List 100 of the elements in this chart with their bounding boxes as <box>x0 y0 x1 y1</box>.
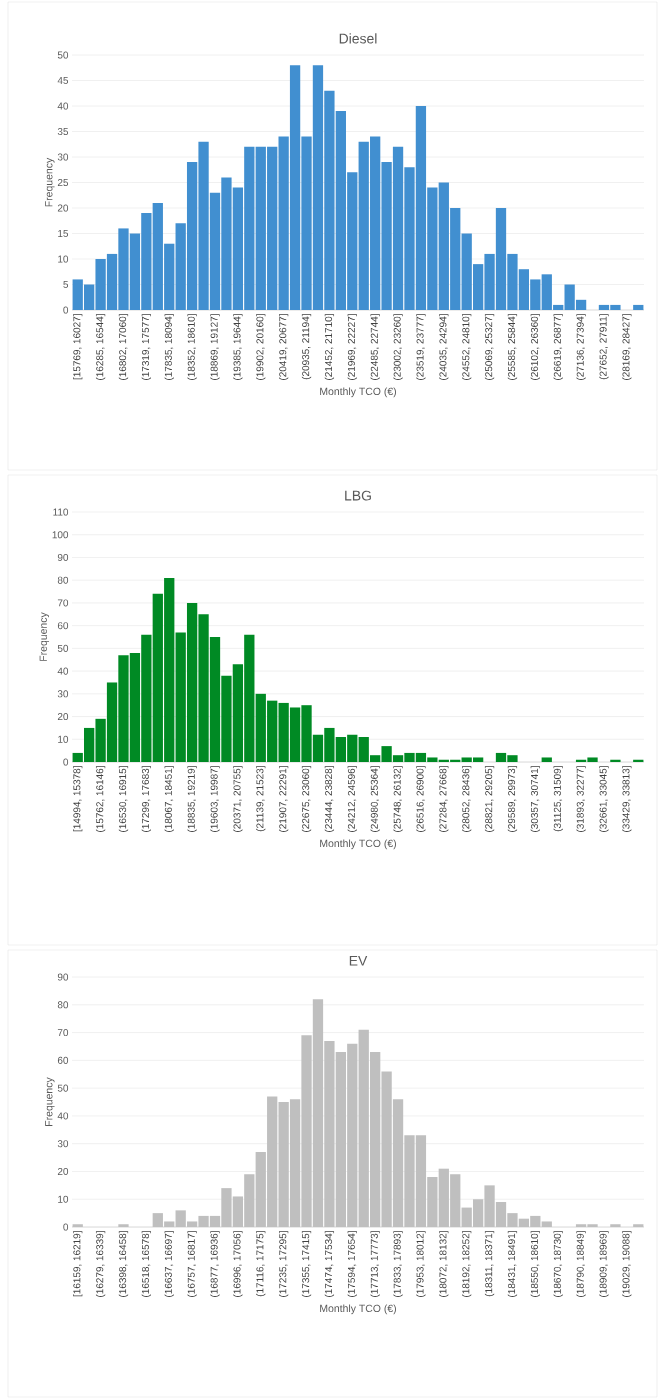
y-tick-label: 30 <box>57 153 69 161</box>
x-tick-label: (20419, 20677] <box>279 314 289 380</box>
x-tick-label: (29589, 29973] <box>507 766 518 832</box>
x-tick-label: (16996, 17056] <box>233 1231 243 1297</box>
y-tick-label: 40 <box>57 667 69 675</box>
x-tick-label: (16757, 16817] <box>187 1231 197 1297</box>
x-tick-label: (24212, 24596] <box>347 766 357 832</box>
x-tick-label: (31125, 31509] <box>553 766 563 832</box>
x-tick-label: (32661, 33045] <box>599 766 609 832</box>
x-tick-label: (16802, 17060] <box>118 314 129 380</box>
y-tick-label: 90 <box>57 553 69 561</box>
chart-title: EV <box>349 955 368 966</box>
x-tick-label: [14994, 15378] <box>73 766 83 832</box>
x-tick-label: (19029, 19088] <box>622 1231 632 1297</box>
y-tick-label: 10 <box>58 1195 69 1203</box>
x-tick-label: (22675, 23060] <box>301 766 312 832</box>
x-tick-label: (21452, 21710] <box>324 314 335 380</box>
x-tick-label: (18790, 18849] <box>576 1231 586 1297</box>
x-tick-label: (17835, 18094] <box>164 314 174 380</box>
x-tick-label: (22485, 22744] <box>370 314 380 380</box>
x-tick-label: (18067, 18451] <box>164 766 174 832</box>
bar <box>633 304 644 311</box>
x-tick-label: (18869, 19127] <box>210 314 220 380</box>
x-tick-label: [16159, 16219] <box>73 1231 83 1297</box>
y-tick-label: 45 <box>57 77 69 84</box>
x-tick-label: (17474, 17534] <box>324 1231 335 1297</box>
y-tick-label: 50 <box>57 51 69 59</box>
y-tick-label: 90 <box>57 973 69 981</box>
x-tick-label: (19603, 19987] <box>210 766 220 832</box>
y-tick-label: 25 <box>57 178 69 187</box>
y-tick-label: 15 <box>58 230 69 237</box>
x-tick-label: (24035, 24294] <box>439 314 449 380</box>
bar <box>610 759 621 763</box>
y-tick-label: 60 <box>57 622 69 630</box>
y-tick-label: 70 <box>57 1029 69 1037</box>
x-tick-label: (26619, 26877] <box>553 314 563 380</box>
x-tick-label: (17713, 17773] <box>370 1231 380 1297</box>
x-tick-label: (17594, 17654] <box>347 1231 357 1297</box>
y-tick-label: 20 <box>57 713 69 721</box>
x-tick-label: (17299, 17683] <box>141 766 151 832</box>
x-tick-label: (26102, 26360] <box>530 314 540 380</box>
x-tick-label: (31893, 32277] <box>576 766 586 832</box>
x-tick-label: (25069, 25327] <box>484 314 495 380</box>
x-tick-label: (25748, 26132] <box>393 766 403 832</box>
x-tick-label: (17319, 17577] <box>141 314 151 380</box>
x-tick-label: (18670, 18730] <box>553 1231 563 1297</box>
y-tick-label: 0 <box>63 1223 69 1231</box>
y-tick-label: 80 <box>57 1001 69 1009</box>
x-tick-label: (27284, 27668] <box>439 766 449 832</box>
y-tick-label: 40 <box>57 1112 69 1120</box>
y-tick-label: 70 <box>57 599 69 607</box>
x-axis-title: Monthly TCO (€) <box>320 387 396 398</box>
y-tick-label: 110 <box>53 508 69 516</box>
y-tick-label: 5 <box>63 281 69 288</box>
x-tick-label: (15762, 16146] <box>95 766 106 832</box>
x-tick-label: (20371, 20755] <box>233 766 243 832</box>
y-tick-label: 30 <box>57 1140 69 1148</box>
x-tick-label: (28052, 28436] <box>462 766 472 832</box>
y-tick-label: 0 <box>63 306 69 314</box>
x-tick-label: (23519, 23777] <box>416 314 426 380</box>
x-tick-label: (18192, 18252] <box>462 1231 472 1297</box>
x-tick-label: (21969, 22227] <box>347 314 357 380</box>
y-tick-label: 40 <box>57 102 69 110</box>
y-tick-label: 20 <box>57 204 69 212</box>
x-tick-label: (17235, 17295] <box>279 1231 289 1297</box>
x-tick-label: (21139, 21523] <box>256 766 266 832</box>
bar <box>541 1221 552 1228</box>
x-tick-label: (16285, 16544] <box>95 314 106 380</box>
x-tick-label: (17833, 17893] <box>393 1231 403 1297</box>
y-axis-title: Frequency <box>45 1077 55 1126</box>
y-tick-label: 100 <box>52 531 69 539</box>
bar <box>633 1224 644 1228</box>
x-tick-label: (18431, 18491] <box>507 1231 518 1297</box>
x-tick-label: (20935, 21194] <box>301 314 312 380</box>
x-tick-label: (24552, 24810] <box>462 314 472 380</box>
bar <box>541 757 552 763</box>
x-tick-label: (16877, 16936] <box>210 1231 220 1297</box>
x-tick-label: (18352, 18610] <box>187 314 197 380</box>
y-tick-label: 50 <box>57 1084 69 1092</box>
x-tick-label: (23002, 23260] <box>393 314 403 380</box>
x-tick-label: (16518, 16578] <box>141 1231 151 1297</box>
x-tick-label: (28169, 28427] <box>622 314 632 380</box>
x-tick-label: (23444, 23828] <box>324 766 335 832</box>
x-tick-label: (27652, 27911] <box>599 314 609 380</box>
x-axis-title: Monthly TCO (€) <box>320 1304 396 1315</box>
x-tick-label: (25585, 25844] <box>507 314 518 380</box>
x-tick-label: (16279, 16339] <box>95 1231 106 1297</box>
x-tick-label: (21907, 22291] <box>279 766 289 832</box>
y-axis-title: Frequency <box>39 612 50 661</box>
x-tick-label: (26516, 26900] <box>416 766 426 832</box>
x-tick-label: (18550, 18610] <box>530 1231 540 1297</box>
y-tick-label: 60 <box>57 1056 69 1064</box>
y-tick-label: 0 <box>63 758 69 766</box>
y-tick-label: 50 <box>57 644 69 652</box>
y-tick-label: 80 <box>57 576 69 584</box>
x-tick-label: (27136, 27394] <box>576 314 586 380</box>
bar <box>610 1224 621 1228</box>
x-tick-label: (16637, 16697] <box>164 1231 174 1297</box>
x-tick-label: (33429, 33813] <box>622 766 632 832</box>
chart-title: LBG <box>345 490 371 501</box>
